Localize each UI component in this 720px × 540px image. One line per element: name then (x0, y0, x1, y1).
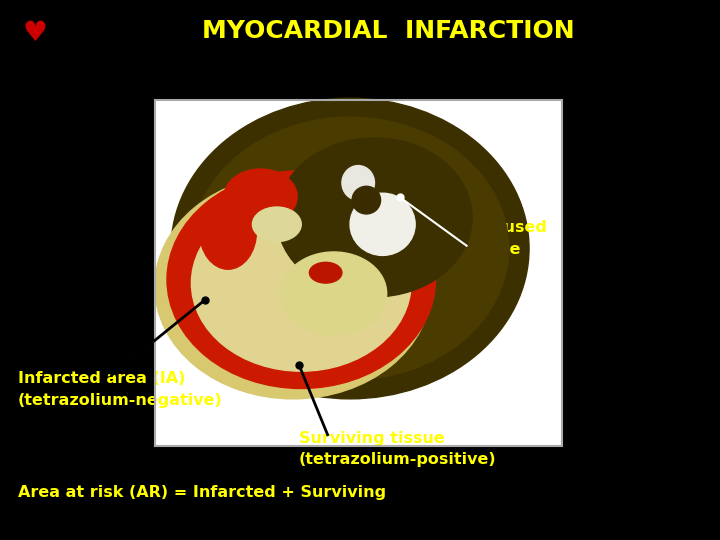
Text: Area at risk (AR) = Infarcted + Surviving: Area at risk (AR) = Infarcted + Survivin… (18, 484, 386, 500)
Ellipse shape (342, 166, 374, 200)
Ellipse shape (240, 141, 485, 342)
Ellipse shape (167, 171, 436, 388)
Bar (155, 100, 562, 446)
Ellipse shape (253, 207, 301, 241)
Ellipse shape (171, 98, 529, 399)
Text: Perfused: Perfused (467, 220, 547, 235)
Bar (155, 100, 562, 446)
Ellipse shape (155, 174, 431, 399)
Ellipse shape (310, 262, 342, 283)
Text: (tetrazolium-positive): (tetrazolium-positive) (299, 452, 496, 467)
Ellipse shape (350, 193, 415, 255)
Ellipse shape (192, 117, 509, 380)
Ellipse shape (224, 169, 297, 224)
Text: tissue: tissue (467, 241, 521, 256)
Ellipse shape (277, 138, 472, 297)
Ellipse shape (281, 252, 387, 335)
Text: Infarcted area (IA): Infarcted area (IA) (18, 371, 185, 386)
Text: Surviving tissue: Surviving tissue (299, 430, 444, 445)
Text: MYOCARDIAL  INFARCTION: MYOCARDIAL INFARCTION (202, 19, 575, 43)
Ellipse shape (192, 195, 411, 371)
Ellipse shape (352, 186, 381, 214)
Ellipse shape (199, 193, 256, 269)
Text: ♥: ♥ (22, 19, 47, 47)
Text: (tetrazolium-negative): (tetrazolium-negative) (18, 393, 222, 408)
